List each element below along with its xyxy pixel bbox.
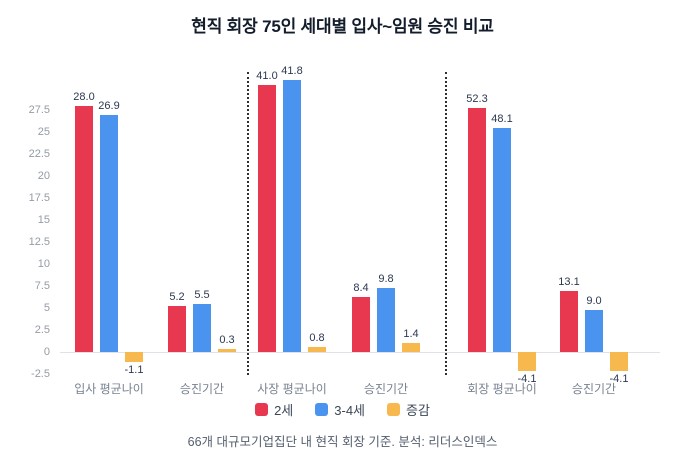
bar-value-label: 5.5	[194, 288, 210, 301]
bar-value-label: 0.8	[309, 331, 325, 344]
bar-value-label: 41.8	[281, 64, 303, 77]
bar-2세	[75, 105, 93, 352]
panel-divider-dotted-line	[247, 72, 249, 375]
bar-증감	[218, 349, 236, 352]
y-tick-label: 25	[37, 126, 50, 138]
bar-2세	[468, 108, 486, 352]
y-tick-label: 2.5	[34, 324, 50, 336]
y-tick-label: 5	[43, 302, 50, 314]
bar-2세	[352, 297, 370, 352]
bar-2세	[560, 290, 578, 352]
panel-divider-dotted-line	[445, 72, 447, 375]
bar-증감	[308, 346, 326, 352]
x-axis-category-label: 승진기간	[363, 382, 409, 396]
legend-swatch-icon	[387, 403, 401, 416]
legend-item-증감: 증감	[387, 400, 430, 419]
x-axis-category-label: 사장 평균나이	[257, 382, 327, 396]
bar-3-4세	[100, 115, 118, 352]
bar-value-label: 0.3	[219, 334, 235, 347]
bar-value-label: 28.0	[73, 90, 95, 103]
bar-value-label: -4.1	[609, 373, 629, 386]
chart-footnote: 66개 대규모기업집단 내 현직 회장 기준. 분석: 리더스인덱스	[187, 435, 498, 449]
legend-item-2세: 2세	[255, 400, 293, 419]
bar-3-4세	[193, 303, 211, 352]
y-tick-label: 17.5	[28, 192, 50, 204]
chart-title: 현직 회장 75인 세대별 입사~임원 승진 비교	[191, 17, 494, 36]
bar-2세	[258, 85, 276, 352]
bar-증감	[610, 352, 628, 372]
y-tick-label: -2.5	[31, 368, 50, 380]
bar-value-label: 41.0	[256, 70, 278, 82]
legend-item-3-4세: 3-4세	[315, 400, 365, 419]
y-axis: -2.5 0 2.5 5 7.5 10 12.5 15 17.5 20 22.5 25 27.5	[0, 60, 55, 380]
legend-label: 2세	[274, 403, 294, 418]
y-tick-label: 12.5	[28, 236, 50, 248]
bar-value-label: -4.1	[517, 373, 537, 386]
y-tick-label: 22.5	[28, 148, 50, 160]
bar-3-4세	[493, 127, 511, 352]
bar-증감	[518, 352, 536, 372]
y-tick-label: 27.5	[28, 104, 50, 116]
bar-value-label: 5.2	[169, 291, 185, 304]
bar-증감	[402, 342, 420, 352]
bar-value-label: 8.4	[353, 282, 369, 295]
x-axis-category-label: 회장 평균나이	[467, 382, 537, 396]
legend-swatch-icon	[315, 403, 329, 416]
bar-value-label: -1.1	[124, 363, 144, 376]
legend: 2세 3-4세 증감	[0, 400, 685, 419]
bar-value-label: 48.1	[491, 112, 513, 125]
x-axis-category-label: 승진기간	[179, 382, 225, 396]
y-tick-label: 15	[37, 214, 50, 226]
x-axis-category-label: 입사 평균나이	[74, 382, 144, 396]
legend-label: 3-4세	[334, 403, 366, 418]
bar-value-label: 13.1	[558, 275, 580, 288]
bar-value-label: 52.3	[466, 93, 488, 106]
y-tick-label: 0	[43, 346, 50, 358]
bar-value-label: 1.4	[403, 327, 419, 340]
bar-value-label: 9.0	[586, 295, 602, 308]
zero-gridline	[60, 352, 660, 353]
y-tick-label: 20	[37, 170, 50, 182]
bar-2세	[168, 306, 186, 352]
y-tick-label: 7.5	[34, 280, 50, 292]
bar-3-4세	[585, 310, 603, 352]
plot-area: 28.0 26.9 -1.1 입사 평균나이 5.2 5.5 0.3 승진기간 41.0 41.8…	[60, 60, 660, 396]
legend-label: 증감	[406, 403, 430, 418]
x-axis-category-label: 승진기간	[571, 382, 617, 396]
bar-3-4세	[377, 288, 395, 352]
bar-증감	[125, 352, 143, 362]
bar-value-label: 26.9	[98, 100, 120, 113]
y-tick-label: 10	[37, 258, 50, 270]
bar-value-label: 9.8	[378, 273, 394, 286]
legend-swatch-icon	[255, 403, 269, 416]
bar-3-4세	[283, 79, 301, 352]
